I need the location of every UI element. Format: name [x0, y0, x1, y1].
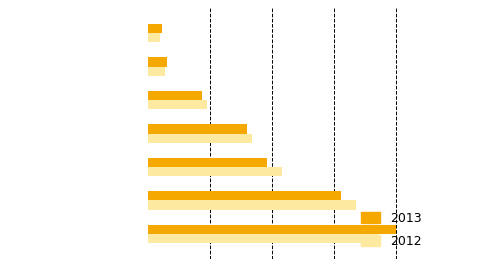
Bar [148, 225, 396, 234]
Bar [148, 33, 160, 42]
Bar [148, 24, 162, 33]
Bar [148, 167, 281, 176]
Bar [148, 124, 247, 134]
Bar [148, 57, 167, 66]
Bar [148, 91, 202, 100]
Bar [148, 234, 378, 243]
Bar [148, 134, 252, 143]
Bar [148, 191, 341, 201]
Bar [148, 66, 165, 76]
Legend: 2013, 2012: 2013, 2012 [356, 207, 427, 253]
Bar [148, 201, 356, 210]
Bar [148, 100, 207, 109]
Bar [148, 158, 267, 167]
